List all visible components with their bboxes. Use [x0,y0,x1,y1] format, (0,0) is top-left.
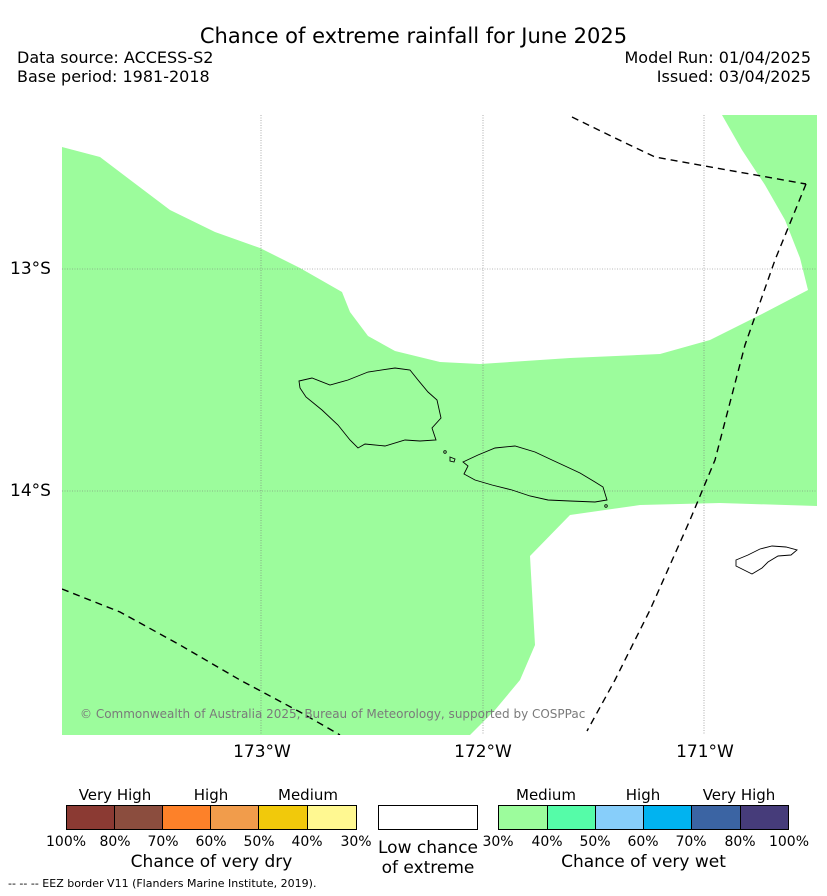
dry-swatch-5 [258,805,308,830]
medium-wet-region [62,115,817,735]
upolu-island [462,445,608,503]
small-island-dot [443,450,447,454]
eez-footnote: -- -- -- EEZ border V11 (Flanders Marine… [8,877,317,890]
lat-label-14s: 14°S [10,481,51,501]
wet-swatch-6 [740,805,789,830]
dry-header-high: High [193,786,229,804]
eez-border [62,116,807,735]
map-title: Chance of extreme rainfall for June 2025 [199,24,628,48]
base-period: Base period: 1981-2018 [17,67,210,86]
wet-tick: 80% [724,834,756,850]
dry-tick: 80% [99,834,131,850]
dry-swatch-4 [210,805,260,830]
dry-tick: 100% [46,834,87,850]
dry-header-medium: Medium [278,786,338,804]
savaii-island [298,367,442,449]
dry-swatch-3 [162,805,212,830]
wet-tick: 40% [531,834,563,850]
wet-swatch-2 [547,805,597,830]
small-island-dot-2 [604,504,608,508]
dry-swatch-6 [307,805,357,830]
wet-tick: 70% [675,834,707,850]
map-gridlines [62,115,817,735]
lat-label-13s: 13°S [10,259,51,279]
wet-tick: 60% [627,834,659,850]
dry-caption: Chance of very dry [130,852,293,872]
dry-tick: 60% [195,834,227,850]
data-source: Data source: ACCESS-S2 [17,48,214,67]
dry-swatch-1 [66,805,116,830]
dry-tick: 30% [340,834,372,850]
wet-swatch-1 [498,805,548,830]
map-canvas [62,115,817,735]
model-run: Model Run: 01/04/2025 [624,48,812,67]
dry-tick: 40% [291,834,323,850]
wet-swatch-5 [691,805,741,830]
wet-swatch-4 [643,805,693,830]
dry-swatch-2 [114,805,164,830]
lon-label-171w: 171°W [676,742,734,762]
wet-header-very-high: Very High [702,786,776,804]
wet-tick: 50% [579,834,611,850]
wet-header-high: High [625,786,661,804]
low-caption-line1: Low chance [378,838,478,858]
dry-tick: 70% [147,834,179,850]
wet-tick: 100% [768,834,810,850]
wet-header-medium: Medium [516,786,576,804]
wet-tick: 30% [482,834,514,850]
wet-caption: Chance of very wet [561,852,726,872]
low-caption-line2: of extreme [381,858,475,878]
dry-tick: 50% [243,834,275,850]
issued-date: Issued: 03/04/2025 [656,67,811,86]
low-chance-swatch [378,805,478,830]
lon-label-172w: 172°W [454,742,512,762]
metadata-left: Data source: ACCESS-S2 Base period: 1981… [17,48,213,86]
wet-swatch-3 [595,805,645,830]
metadata-right: Model Run: 01/04/2025 Issued: 03/04/2025 [625,48,812,86]
lon-label-173w: 173°W [233,742,291,762]
small-island [449,456,456,463]
tutuila-island [735,545,798,575]
dry-header-very-high: Very High [78,786,152,804]
low-chance-caption: Low chance of extreme [368,838,488,878]
copyright-notice: © Commonwealth of Australia 2025, Bureau… [80,707,586,721]
